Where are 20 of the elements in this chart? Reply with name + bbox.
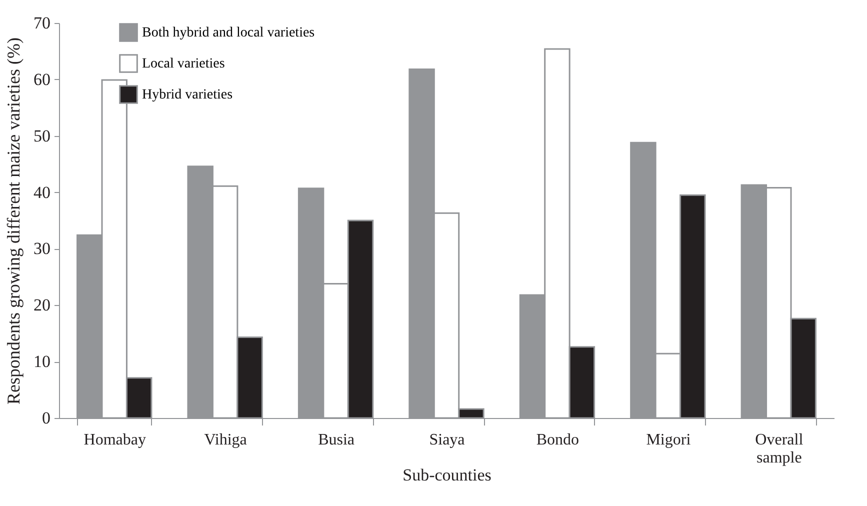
legend-label: Hybrid varieties <box>142 88 233 102</box>
x-tick-label: Siaya <box>429 432 465 448</box>
x-tick-label: Busia <box>318 432 355 448</box>
y-tick-label: 70 <box>34 14 50 32</box>
x-tick-label: Migori <box>646 432 692 448</box>
x-tick-label: Homabay <box>84 432 146 448</box>
y-tick-label: 40 <box>34 182 50 202</box>
x-tick-label: Bondo <box>536 432 580 448</box>
y-tick-label: 30 <box>34 239 50 258</box>
y-tick-label: 0 <box>42 408 50 428</box>
y-tick-label: 50 <box>34 126 50 146</box>
x-tick-label: Overall sample <box>755 432 804 466</box>
legend-label: Local varieties <box>142 56 225 72</box>
y-tick-label: 60 <box>34 70 50 89</box>
legend-label: Both hybrid and local varieties <box>142 26 315 40</box>
y-tick-label: 20 <box>34 296 50 315</box>
y-tick-label: 10 <box>34 352 50 372</box>
y-axis-title: Respondents growing different maize varieties (%) <box>4 37 24 405</box>
x-axis-title: Sub-counties <box>402 466 492 484</box>
x-tick-label: Vihiga <box>204 432 247 448</box>
